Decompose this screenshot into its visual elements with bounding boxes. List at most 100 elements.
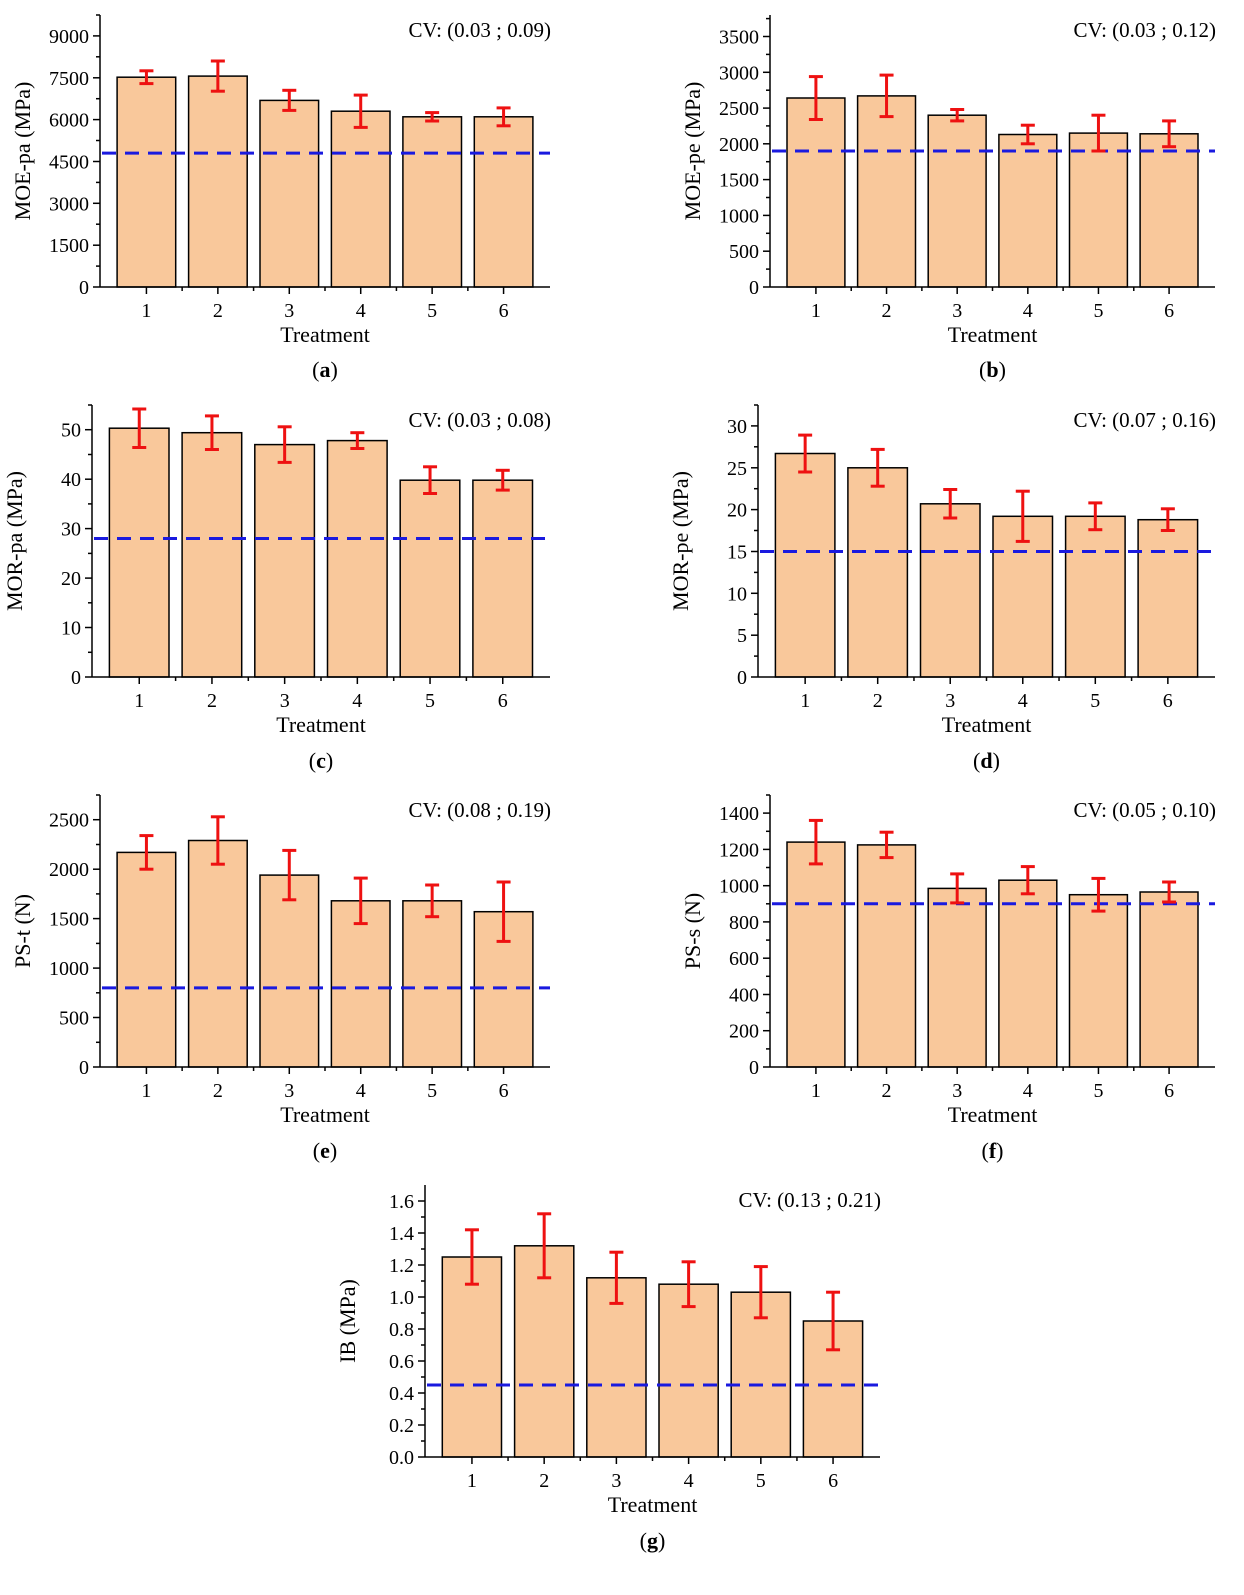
error-bar-f-5 [1091, 876, 1106, 913]
bar-d-3 [919, 503, 981, 678]
error-bar-g-4 [681, 1260, 696, 1309]
x-tick-label-e: 4 [356, 1080, 366, 1102]
cv-annotation-c: CV: (0.03 ; 0.08) [408, 408, 551, 432]
x-tick-label-f: 3 [952, 1080, 962, 1102]
x-tick-label-a: 1 [141, 300, 151, 322]
x-tick-label-g: 4 [684, 1470, 694, 1492]
chart-panel-f: 0 200 400 600 800 1000 1200 1400 1 2 3 4 5 6 Treatment… [680, 794, 1216, 1163]
x-tick-label-g: 1 [467, 1470, 477, 1492]
bar-b-5 [1068, 132, 1129, 288]
y-tick-label-f: 200 [729, 1021, 759, 1043]
y-tick-label-f: 400 [729, 985, 759, 1007]
x-tick-label-e: 1 [141, 1080, 151, 1102]
x-tick-label-b: 1 [811, 300, 821, 322]
x-tick-label-d: 3 [945, 690, 955, 712]
y-tick-label-g: 1.0 [389, 1287, 414, 1309]
bar-a-1 [116, 76, 177, 288]
x-tick-label-b: 3 [952, 300, 962, 322]
x-tick-label-e: 6 [499, 1080, 509, 1102]
y-tick-label-c: 40 [61, 469, 81, 491]
x-tick-label-a: 3 [284, 300, 294, 322]
y-tick-label-f: 800 [729, 912, 759, 934]
bar-d-2 [847, 467, 909, 678]
bar-b-6 [1139, 133, 1199, 288]
error-bar-d-2 [870, 447, 885, 488]
y-tick-label-g: 1.6 [389, 1191, 414, 1213]
cv-annotation-d: CV: (0.07 ; 0.16) [1073, 408, 1216, 432]
error-bar-e-1 [139, 834, 154, 871]
error-bar-a-4 [353, 93, 368, 129]
chart-panel-d: 0 5 10 15 20 25 30 1 2 3 4 5 6 Treatment MOR-pe (MPa) C… [668, 404, 1216, 773]
cv-annotation-g: CV: (0.13 ; 0.21) [738, 1188, 881, 1212]
bar-f-2 [856, 844, 917, 1068]
y-tick-label-g: 0.0 [389, 1447, 414, 1469]
x-tick-label-f: 2 [882, 1080, 892, 1102]
error-bar-a-6 [496, 106, 511, 128]
y-tick-label-e: 2000 [49, 859, 89, 881]
y-tick-label-e: 1000 [49, 958, 89, 980]
x-tick-label-c: 5 [425, 690, 435, 712]
x-tick-label-a: 2 [213, 300, 223, 322]
panel-caption-d: (d) [973, 748, 1000, 773]
x-tick-label-a: 5 [427, 300, 437, 322]
error-bar-g-3 [609, 1250, 624, 1305]
y-tick-label-g: 0.6 [389, 1351, 414, 1373]
y-tick-label-f: 1400 [719, 803, 759, 825]
y-tick-label-g: 1.4 [389, 1223, 414, 1245]
chart-panel-e: 0 500 1000 1500 2000 2500 1 2 3 4 5 6 Treatment PS-t … [10, 794, 551, 1163]
chart-panel-b: 0 500 1000 1500 2000 2500 3000 3500 1 2 3 4 5 6 Treatm… [680, 15, 1216, 382]
y-tick-label-a: 0 [79, 277, 89, 299]
bar-a-2 [187, 75, 248, 288]
y-axis-title-c: MOR-pa (MPa) [2, 471, 27, 611]
x-tick-label-a: 6 [499, 300, 509, 322]
axes-g [418, 1185, 880, 1464]
error-bar-d-4 [1015, 489, 1030, 543]
y-tick-label-f: 1200 [719, 839, 759, 861]
error-bar-c-4 [350, 431, 365, 450]
bar-e-3 [259, 874, 320, 1068]
bar-c-1 [108, 427, 170, 678]
y-tick-label-b: 1500 [719, 170, 759, 192]
x-tick-label-d: 4 [1018, 690, 1028, 712]
x-tick-label-f: 1 [811, 1080, 821, 1102]
panel-caption-g: (g) [640, 1528, 666, 1553]
panel-caption-c: (c) [309, 748, 333, 773]
cv-annotation-f: CV: (0.05 ; 0.10) [1073, 798, 1216, 822]
bar-f-3 [927, 887, 987, 1068]
x-axis-title-d: Treatment [942, 712, 1032, 737]
bar-f-6 [1139, 891, 1199, 1068]
x-axis-title-b: Treatment [948, 322, 1038, 347]
x-tick-label-g: 5 [756, 1470, 766, 1492]
axes-a [93, 14, 550, 294]
y-tick-label-c: 30 [61, 519, 81, 541]
y-tick-label-a: 7500 [49, 68, 89, 90]
x-tick-label-c: 1 [134, 690, 144, 712]
bar-a-6 [473, 116, 534, 288]
y-tick-label-e: 0 [79, 1057, 89, 1079]
error-bar-a-5 [425, 111, 440, 123]
y-tick-label-e: 2500 [49, 810, 89, 832]
x-axis-title-a: Treatment [280, 322, 370, 347]
axes-b [763, 15, 1215, 294]
error-bar-e-4 [353, 876, 368, 926]
y-tick-label-c: 20 [61, 568, 81, 590]
y-axis-title-f: PS-s (N) [680, 893, 705, 969]
error-bar-g-6 [826, 1290, 841, 1352]
error-bar-e-2 [210, 815, 225, 866]
y-tick-label-e: 500 [59, 1008, 89, 1030]
cv-annotation-b: CV: (0.03 ; 0.12) [1073, 18, 1216, 42]
bar-d-5 [1064, 515, 1126, 678]
bar-a-4 [330, 110, 391, 288]
y-axis-title-g: IB (MPa) [335, 1279, 360, 1363]
error-bar-a-2 [210, 59, 225, 93]
y-tick-label-g: 1.2 [389, 1255, 414, 1277]
error-bar-g-2 [537, 1212, 552, 1280]
error-bar-f-4 [1020, 865, 1035, 896]
bar-d-1 [774, 452, 836, 678]
x-tick-label-e: 2 [213, 1080, 223, 1102]
bar-c-2 [181, 431, 243, 678]
y-tick-label-c: 10 [61, 618, 81, 640]
y-tick-label-a: 1500 [49, 235, 89, 257]
y-tick-label-g: 0.8 [389, 1319, 414, 1341]
cv-annotation-e: CV: (0.08 ; 0.19) [408, 798, 551, 822]
